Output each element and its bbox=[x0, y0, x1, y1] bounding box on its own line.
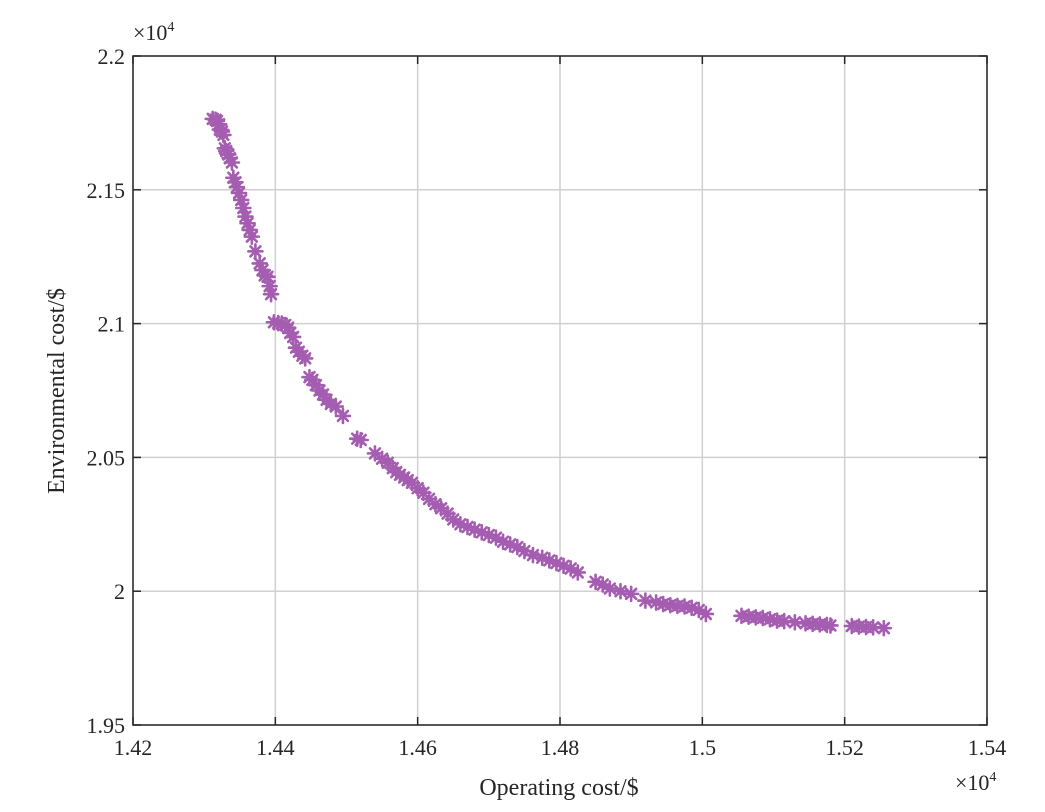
y-exponent-power: 4 bbox=[167, 20, 174, 35]
data-point bbox=[601, 580, 619, 597]
x-tick-label: 1.44 bbox=[256, 735, 295, 760]
data-point bbox=[875, 619, 893, 637]
y-tick-label: 2.1 bbox=[98, 312, 126, 337]
data-point bbox=[622, 585, 640, 603]
y-exponent-base: ×10 bbox=[133, 20, 167, 45]
data-point bbox=[327, 398, 345, 415]
y-tick-label: 2.15 bbox=[87, 178, 126, 203]
data-point bbox=[612, 582, 629, 600]
x-axis-exponent-label: ×104 bbox=[955, 770, 996, 795]
y-tick-label: 2.05 bbox=[87, 445, 126, 470]
data-point bbox=[262, 285, 280, 303]
data-point bbox=[284, 328, 302, 346]
x-tick-label: 1.48 bbox=[541, 735, 580, 760]
y-axis-title: Environmental cost/$ bbox=[44, 288, 70, 494]
data-point bbox=[352, 431, 370, 449]
x-tick-label: 1.52 bbox=[825, 735, 864, 760]
data-point bbox=[637, 592, 654, 609]
tick-labels: 1.42 1.44 1.46 1.48 1.5 1.52 1.54 1.95 2 2.05 2.1 2… bbox=[87, 44, 1007, 760]
data-point bbox=[223, 154, 241, 171]
data-point bbox=[697, 605, 715, 623]
data-point bbox=[822, 617, 839, 634]
data-point bbox=[775, 612, 793, 630]
data-point bbox=[334, 407, 352, 425]
data-point bbox=[296, 350, 314, 367]
data-points bbox=[204, 110, 893, 637]
axes-frame bbox=[132, 55, 988, 726]
data-point bbox=[243, 228, 261, 245]
x-tick-label: 1.42 bbox=[114, 735, 153, 760]
y-axis-exponent-label: ×104 bbox=[133, 20, 174, 45]
data-point bbox=[215, 126, 232, 144]
x-exponent-base: ×10 bbox=[955, 770, 989, 795]
y-tick-label: 2.2 bbox=[98, 44, 126, 69]
x-axis-title: Operating cost/$ bbox=[479, 775, 638, 801]
x-tick-label: 1.54 bbox=[968, 735, 1007, 760]
x-exponent-power: 4 bbox=[989, 770, 996, 785]
data-point bbox=[247, 243, 264, 260]
data-point bbox=[569, 564, 587, 581]
x-tick-label: 1.5 bbox=[689, 735, 717, 760]
y-tick-label: 2 bbox=[114, 579, 125, 604]
x-tick-label: 1.46 bbox=[398, 735, 437, 760]
y-tick-label: 1.95 bbox=[87, 713, 126, 738]
